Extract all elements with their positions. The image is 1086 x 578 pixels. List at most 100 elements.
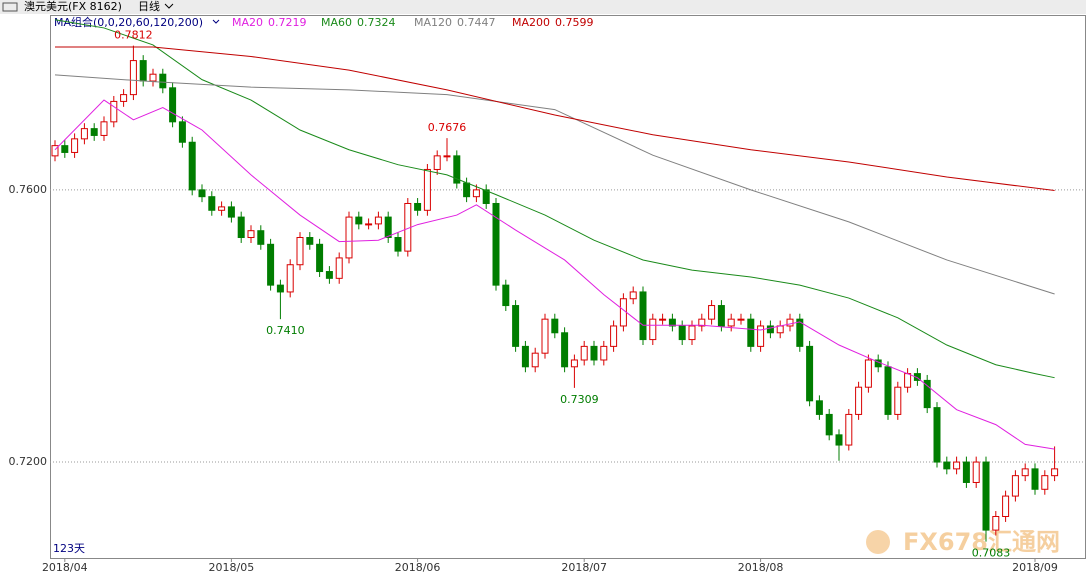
candle-body [61, 145, 69, 153]
candle-body [325, 271, 333, 279]
candle-body [580, 345, 588, 361]
y-tick-label: 0.7200 [9, 455, 48, 468]
candle-body [962, 461, 970, 483]
candle-body [894, 386, 902, 415]
ma-group-label[interactable]: MA组合(0,0,20,60,120,200) [54, 15, 203, 29]
legend-value: 0.7599 [555, 16, 594, 29]
candle-body [492, 202, 500, 286]
candle-body [933, 407, 941, 463]
legend-name: MA120 [414, 16, 452, 29]
legend-name: MA60 [321, 16, 352, 29]
legend-name: MA200 [512, 16, 550, 29]
dropdown-arrow[interactable] [212, 19, 220, 24]
day-count: 123天 [53, 542, 85, 555]
annotation: 0.7083 [972, 547, 1011, 560]
candle-body [551, 318, 559, 334]
candle-body [708, 305, 716, 320]
annotation: 0.7410 [266, 324, 305, 337]
candle-body [423, 168, 431, 211]
candle-body [992, 515, 1000, 531]
candle-body [178, 121, 186, 143]
candle-body [453, 155, 461, 184]
title-bar [0, 0, 1086, 14]
candle-body [237, 216, 245, 239]
candle-body [570, 359, 578, 368]
x-tick-label: 2018/07 [561, 561, 607, 574]
candle-body [512, 305, 520, 347]
candle-body [306, 237, 314, 245]
candle-body [629, 291, 637, 300]
candle-body [953, 461, 961, 470]
candle-body [904, 373, 912, 388]
candle-body [129, 60, 137, 96]
candle-body [1041, 475, 1049, 490]
candle-body [51, 145, 59, 157]
legend-value: 0.7324 [357, 16, 396, 29]
candle-body [639, 291, 647, 341]
candle-body [864, 359, 872, 388]
candle-body [365, 223, 373, 226]
x-tick-label: 2018/06 [395, 561, 441, 574]
candle-body [463, 182, 471, 198]
watermark-logo [866, 530, 890, 554]
candle-body [541, 318, 549, 354]
candle-body [619, 298, 627, 327]
candle-body [90, 128, 98, 136]
candle-body [727, 318, 735, 327]
candle-body [747, 318, 755, 347]
candle-body [1051, 468, 1059, 477]
dropdown-arrow[interactable] [164, 3, 174, 9]
candle-body [521, 345, 529, 368]
x-tick-label: 2018/09 [1012, 561, 1058, 574]
candle-body [414, 202, 422, 211]
candle-body [561, 332, 569, 368]
candle-body [737, 318, 745, 321]
candle-body [120, 94, 128, 102]
ma-line [54, 19, 1055, 379]
candle-body [276, 284, 284, 293]
x-tick-label: 2018/04 [42, 561, 88, 574]
candle-body [433, 155, 441, 170]
candle-body [198, 189, 206, 198]
candle-body [825, 413, 833, 436]
chart-title: 澳元美元(FX 8162) [24, 0, 122, 13]
period-label[interactable]: 日线 [138, 0, 160, 13]
candle-body [472, 189, 480, 198]
legend-value: 0.7447 [457, 16, 496, 29]
candle-body [169, 87, 177, 123]
candle-body [394, 237, 402, 252]
candle-body [502, 284, 510, 307]
candle-body [159, 73, 167, 89]
candle-body [1002, 495, 1010, 517]
plot-frame [50, 15, 1086, 559]
candle-body [855, 386, 863, 415]
candle-body [384, 216, 392, 239]
candle-body [717, 305, 725, 327]
candle-body [316, 243, 324, 273]
candle-body [355, 216, 363, 225]
candle-body [482, 189, 490, 204]
candle-body [345, 216, 353, 259]
x-tick-label: 2018/08 [738, 561, 784, 574]
watermark: FX678汇通网 [903, 528, 1060, 556]
candle-body [1021, 468, 1029, 477]
candle-body [610, 325, 618, 347]
candle-body [257, 230, 265, 245]
candle-body [208, 196, 216, 211]
candle-body [149, 73, 157, 82]
candle-body [668, 318, 676, 327]
candle-body [80, 128, 88, 140]
candle-body [1011, 475, 1019, 497]
ma-line [54, 74, 1055, 295]
candle-body [218, 206, 226, 211]
candle-body [698, 318, 706, 327]
candle-body [227, 206, 235, 218]
ma-line [55, 46, 1055, 192]
candle-body [776, 325, 784, 334]
candle-body [943, 461, 951, 470]
candle-body [188, 141, 196, 191]
candle-body [688, 325, 696, 341]
annotation: 0.7309 [560, 393, 599, 406]
candle-body [923, 379, 931, 409]
candle-body [600, 345, 608, 361]
